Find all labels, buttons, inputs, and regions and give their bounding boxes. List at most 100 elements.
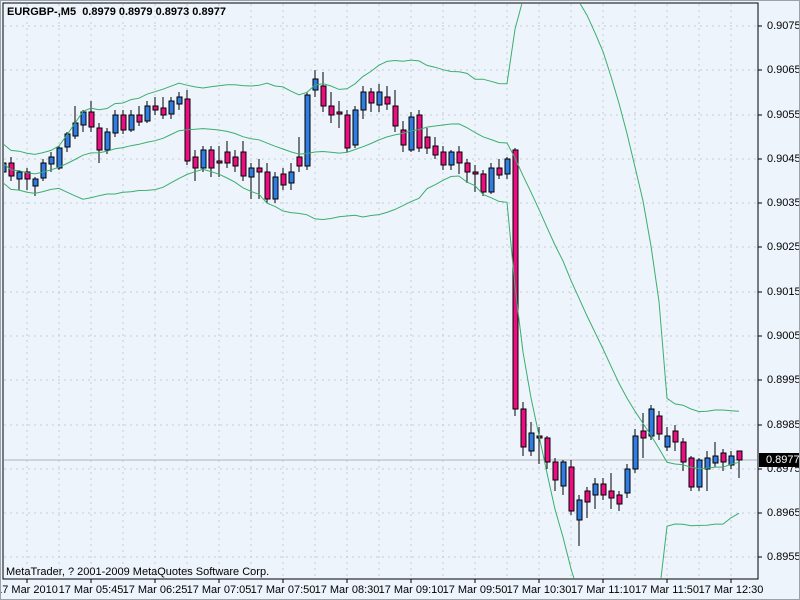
- bear-candle-body: [296, 156, 303, 167]
- bull-candle-body: [200, 149, 207, 169]
- bear-candle-body: [512, 149, 519, 410]
- bull-candle-body: [712, 455, 719, 464]
- bull-candle-body: [4, 162, 7, 173]
- bear-candle-body: [584, 490, 591, 503]
- current-price-tag: 0.8977: [759, 453, 799, 467]
- price-axis-label: 0.9065: [767, 64, 800, 76]
- bear-candle-body: [440, 151, 447, 166]
- bear-candle-body: [24, 171, 31, 180]
- price-axis-label: 0.9075: [767, 20, 800, 32]
- time-axis-label: 17 Mar 09:50: [442, 584, 508, 596]
- bear-candle-body: [328, 105, 335, 116]
- bear-candle-body: [400, 129, 407, 146]
- bear-candle-body: [256, 167, 263, 173]
- price-axis-label: 0.8955: [767, 551, 800, 563]
- time-axis-label: 17 Mar 06:25: [122, 584, 188, 596]
- time-axis-label: 17 Mar 07:05: [186, 584, 252, 596]
- grid-lines: [4, 4, 757, 578]
- bear-candle-body: [208, 149, 215, 169]
- bear-candle-body: [344, 114, 351, 149]
- bull-candle-body: [360, 91, 367, 111]
- bear-candle-body: [416, 114, 423, 149]
- bull-candle-body: [488, 167, 495, 193]
- bull-candle-body: [248, 167, 255, 178]
- bull-candle-body: [376, 91, 383, 106]
- bear-candle-body: [392, 105, 399, 127]
- copyright-watermark: MetaTrader, ? 2001-2009 MetaQuotes Softw…: [6, 566, 270, 578]
- bull-candle-body: [704, 457, 711, 470]
- bear-candle-body: [608, 490, 615, 499]
- price-axis-label: 0.9035: [767, 197, 800, 209]
- bear-candle-body: [192, 156, 199, 169]
- candles-layer: [4, 70, 743, 546]
- bull-candle-body: [40, 162, 47, 179]
- symbol-period-label: EURGBP-,M5: [7, 6, 77, 18]
- bollinger-bands: [4, 4, 740, 578]
- bull-candle-body: [168, 100, 175, 115]
- bull-candle-body: [560, 461, 567, 487]
- price-axis-label: 0.9005: [767, 330, 800, 342]
- price-axis-label: 0.8965: [767, 507, 800, 519]
- bear-candle-body: [368, 91, 375, 104]
- bear-candle-body: [384, 96, 391, 105]
- bull-candle-body: [592, 483, 599, 496]
- bear-candle-body: [656, 415, 663, 435]
- price-axis-label: 0.9025: [767, 241, 800, 253]
- bear-candle-body: [680, 441, 687, 463]
- bull-candle-body: [32, 178, 39, 187]
- chart-title: EURGBP-,M5 0.8979 0.8979 0.8973 0.8977: [7, 6, 226, 18]
- time-axis-label: 17 Mar 12:30: [698, 584, 764, 596]
- bear-candle-body: [456, 151, 463, 164]
- price-axis-label: 0.9015: [767, 286, 800, 298]
- bull-candle-body: [648, 408, 655, 437]
- bear-candle-body: [720, 452, 727, 463]
- time-axis-label: 17 Mar 05:45: [58, 584, 124, 596]
- middle-band: [4, 123, 740, 470]
- bear-candle-body: [232, 156, 239, 167]
- upper-band: [4, 4, 740, 413]
- bear-candle-body: [336, 111, 343, 115]
- bear-candle-body: [224, 151, 231, 164]
- bull-candle-body: [528, 432, 535, 452]
- bear-candle-body: [464, 162, 471, 173]
- bear-candle-body: [432, 145, 439, 156]
- bull-candle-body: [272, 176, 279, 200]
- bull-candle-body: [144, 105, 151, 122]
- bull-candle-body: [16, 171, 23, 180]
- bear-candle-body: [264, 171, 271, 200]
- chart-frame: [2, 2, 759, 580]
- bull-candle-body: [304, 94, 311, 167]
- axis-ticks: [26, 25, 762, 583]
- time-axis-label: 17 Mar 11:10: [570, 584, 635, 596]
- bear-candle-body: [152, 105, 159, 111]
- bull-candle-body: [112, 114, 119, 134]
- bull-candle-body: [576, 499, 583, 521]
- bull-candle-body: [728, 455, 735, 466]
- bear-candle-body: [160, 107, 167, 116]
- bear-candle-body: [320, 85, 327, 107]
- bear-candle-body: [96, 127, 103, 151]
- lower-band: [4, 168, 740, 578]
- time-axis-label: 17 Mar 11:50: [634, 584, 699, 596]
- time-axis-label: 17 Mar 10:30: [506, 584, 572, 596]
- bear-candle-body: [544, 437, 551, 463]
- bear-candle-body: [600, 483, 607, 496]
- time-axis-label: 17 Mar 2010: [0, 584, 58, 596]
- bear-candle-body: [552, 461, 559, 481]
- time-axis-label: 17 Mar 07:50: [250, 584, 316, 596]
- bull-candle-body: [48, 156, 55, 165]
- bear-candle-body: [616, 494, 623, 505]
- bear-candle-body: [88, 111, 95, 128]
- bear-candle-body: [688, 457, 695, 488]
- bear-candle-body: [424, 136, 431, 149]
- bear-candle-body: [496, 167, 503, 176]
- price-axis-label: 0.8985: [767, 419, 800, 431]
- bull-candle-body: [128, 114, 135, 131]
- time-axis-label: 17 Mar 09:10: [378, 584, 444, 596]
- bear-candle-body: [216, 160, 223, 164]
- bull-candle-body: [408, 116, 415, 151]
- bull-candle-body: [448, 151, 455, 166]
- price-axis-label: 0.9055: [767, 109, 800, 121]
- bull-candle-body: [288, 171, 295, 184]
